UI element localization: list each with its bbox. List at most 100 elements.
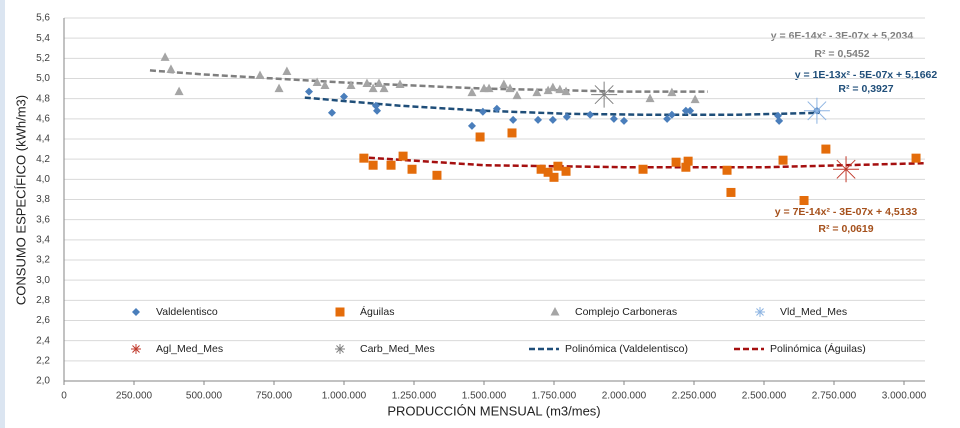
point: [671, 157, 681, 167]
legend-swatch: [131, 344, 141, 354]
point: [320, 80, 330, 90]
point: [553, 161, 563, 171]
point: [467, 121, 476, 130]
legend-label: Valdelentisco: [156, 306, 218, 318]
legend-label: Águilas: [360, 305, 394, 318]
point: [775, 116, 784, 125]
trendline: [359, 155, 926, 169]
legend-swatch: [132, 308, 140, 316]
legend-label: Vld_Med_Mes: [780, 306, 847, 318]
point: [359, 153, 369, 163]
point: [722, 165, 732, 175]
x-tick-label: 1.250.000: [392, 391, 437, 402]
y-tick-label: 3,2: [36, 255, 50, 266]
point: [174, 86, 184, 96]
equation: y = 7E-14x² - 3E-07x + 4,5133: [775, 206, 918, 218]
point: [548, 82, 558, 92]
legend-label: Agl_Med_Mes: [156, 343, 223, 355]
point: [274, 83, 284, 93]
point: [373, 106, 382, 115]
point: [512, 90, 522, 100]
point: [499, 79, 509, 89]
point: [379, 83, 389, 93]
point: [507, 128, 517, 138]
y-tick-label: 4,2: [36, 154, 50, 165]
point: [492, 104, 501, 113]
point: [374, 78, 384, 88]
point: [548, 115, 557, 124]
y-tick-label: 2,8: [36, 295, 50, 306]
point: [645, 93, 655, 103]
legend-label: Polinómica (Águilas): [770, 342, 866, 355]
y-tick-label: 3,6: [36, 214, 50, 225]
y-axis-title: CONSUMO ESPECÍFICO (kWh/m3): [13, 95, 28, 305]
y-tick-label: 5,0: [36, 73, 50, 84]
x-tick-label: 750.000: [256, 391, 293, 402]
point: [386, 160, 396, 170]
point: [282, 66, 292, 75]
point: [778, 155, 788, 165]
x-tick-label: 2.750.000: [812, 391, 857, 402]
x-tick-label: 1.500.000: [462, 391, 507, 402]
point: [160, 52, 170, 61]
point: [398, 151, 408, 161]
legend-swatch: [335, 307, 345, 317]
frame-edge: [0, 0, 5, 428]
point: [505, 83, 515, 93]
legend-label: Complejo Carboneras: [575, 306, 677, 318]
point: [586, 110, 595, 119]
x-tick-label: 0: [61, 391, 67, 402]
point: [821, 144, 831, 154]
point: [683, 156, 693, 166]
point: [534, 115, 543, 124]
r-squared: R² = 0,0619: [818, 223, 873, 235]
x-tick-label: 500.000: [186, 391, 223, 402]
y-tick-label: 5,4: [36, 33, 50, 44]
point: [327, 108, 336, 117]
point: [543, 167, 553, 177]
point: [799, 196, 809, 206]
y-tick-label: 2,2: [36, 355, 50, 366]
point: [591, 81, 618, 108]
point: [549, 172, 559, 182]
trendline: [304, 96, 821, 117]
r-squared: R² = 0,3927: [838, 83, 893, 95]
y-tick-label: 3,4: [36, 234, 50, 245]
r-squared: R² = 0,5452: [814, 48, 869, 60]
y-tick-label: 4,8: [36, 93, 50, 104]
point: [555, 84, 565, 94]
y-tick-label: 2,4: [36, 335, 50, 346]
y-tick-label: 3,8: [36, 194, 50, 205]
point: [509, 115, 518, 124]
x-tick-label: 2.000.000: [602, 391, 647, 402]
point: [561, 166, 571, 176]
point: [911, 153, 921, 163]
point: [620, 116, 628, 125]
point: [312, 77, 322, 87]
y-tick-label: 3,0: [36, 275, 50, 286]
point: [395, 79, 405, 89]
point: [690, 94, 700, 104]
point: [166, 64, 176, 73]
point: [340, 92, 348, 101]
point: [681, 162, 691, 172]
point: [368, 83, 378, 93]
point: [255, 70, 265, 79]
point: [667, 110, 676, 119]
x-tick-label: 2.250.000: [672, 391, 717, 402]
legend-swatch: [550, 307, 560, 316]
point: [803, 97, 830, 124]
x-tick-label: 3.000.000: [882, 391, 927, 402]
point: [609, 114, 618, 123]
point: [686, 106, 695, 115]
point: [362, 78, 372, 88]
y-tick-label: 2,0: [36, 376, 50, 387]
point: [543, 85, 553, 95]
point: [562, 112, 571, 121]
point: [536, 164, 546, 174]
legend-swatch: [755, 307, 765, 317]
point: [467, 87, 477, 97]
point: [667, 87, 677, 97]
y-tick-label: 4,0: [36, 174, 50, 185]
